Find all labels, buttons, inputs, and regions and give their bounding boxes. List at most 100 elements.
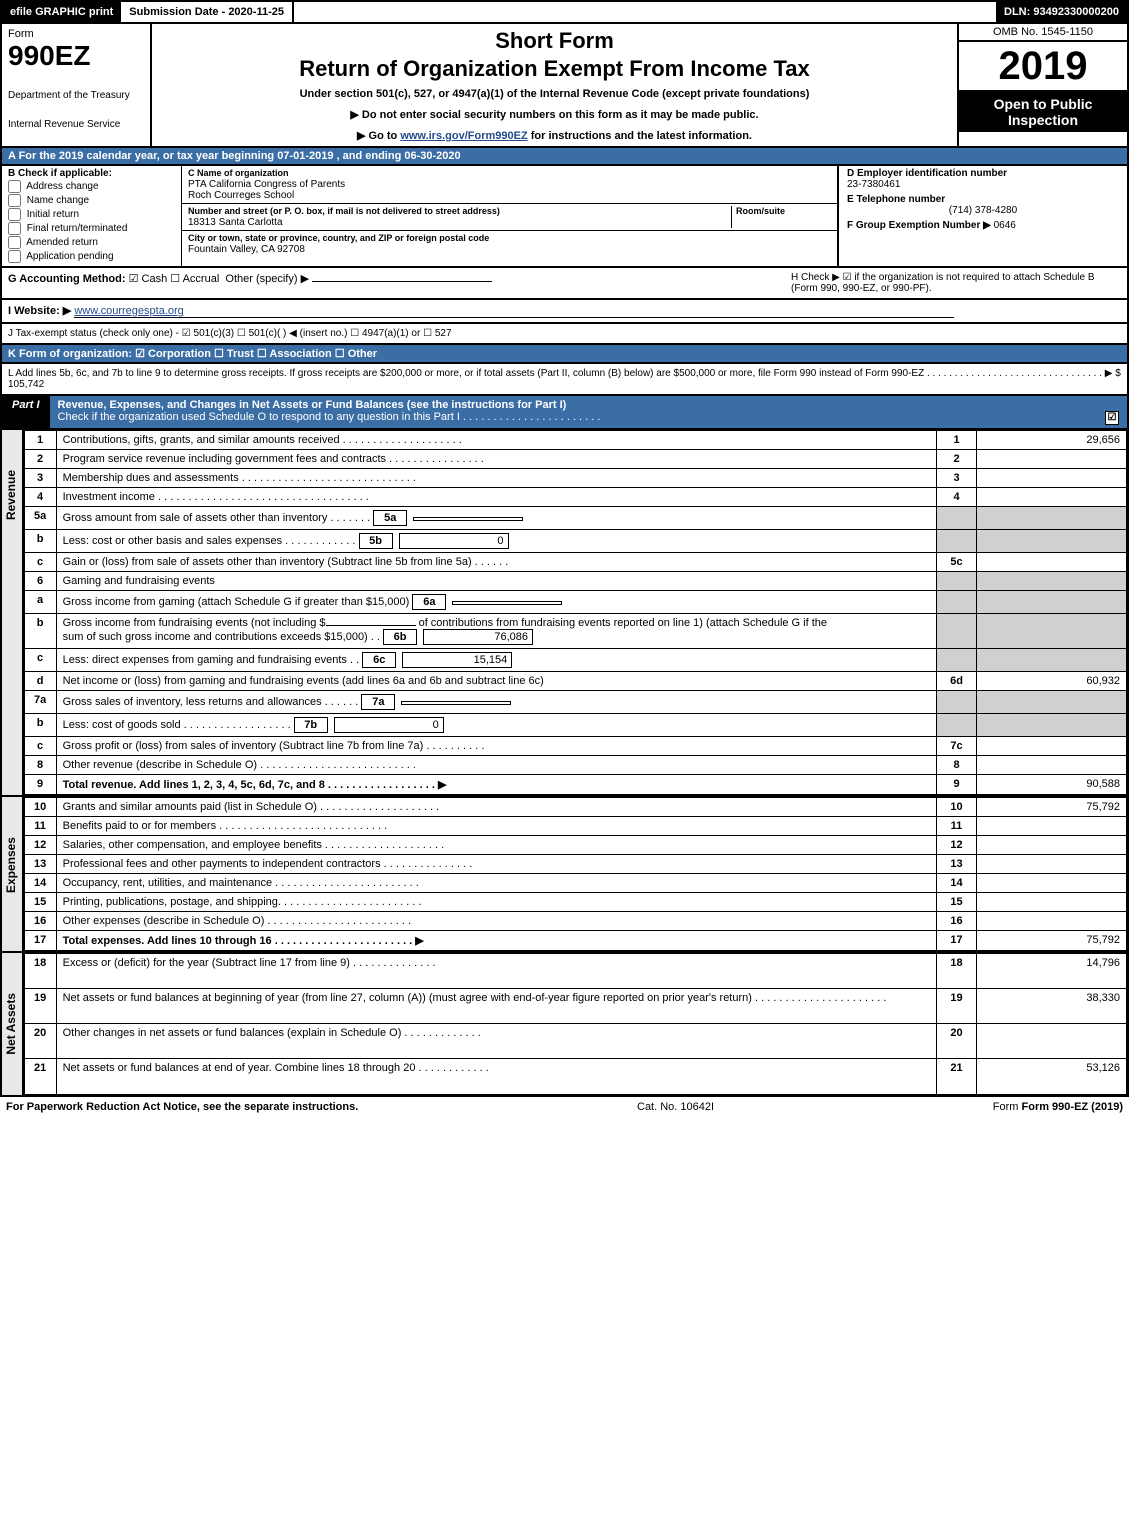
footer-left: For Paperwork Reduction Act Notice, see … bbox=[6, 1101, 358, 1113]
r17-desc: Total expenses. Add lines 10 through 16 … bbox=[63, 935, 424, 947]
r6b-d2: of contributions from fundraising events… bbox=[416, 617, 828, 629]
row-1: 1Contributions, gifts, grants, and simil… bbox=[24, 431, 1126, 450]
r7b-desc: Less: cost of goods sold . . . . . . . .… bbox=[63, 719, 291, 731]
d-label: D Employer identification number bbox=[847, 168, 1119, 179]
r6b-val: 76,086 bbox=[423, 629, 533, 645]
box-d-e-f: D Employer identification number 23-7380… bbox=[837, 166, 1127, 266]
website-value[interactable]: www.courregespta.org bbox=[74, 305, 954, 318]
row-2: 2Program service revenue including gover… bbox=[24, 450, 1126, 469]
row-12: 12Salaries, other compensation, and empl… bbox=[24, 836, 1126, 855]
row-6: 6Gaming and fundraising events bbox=[24, 572, 1126, 591]
r9-desc: Total revenue. Add lines 1, 2, 3, 4, 5c,… bbox=[63, 779, 447, 791]
r6c-val: 15,154 bbox=[402, 652, 512, 668]
goto-note: ▶ Go to www.irs.gov/Form990EZ for instru… bbox=[162, 129, 947, 142]
g-other-blank[interactable] bbox=[312, 281, 492, 282]
chk-pending[interactable]: Application pending bbox=[8, 250, 175, 263]
side-expenses: Expenses bbox=[2, 797, 24, 951]
row-18: 18Excess or (deficit) for the year (Subt… bbox=[24, 954, 1126, 989]
r6b-box: 6b bbox=[383, 629, 417, 645]
e-label: E Telephone number bbox=[847, 194, 1119, 205]
dln-label: DLN: 93492330000200 bbox=[996, 2, 1127, 22]
row-5a: 5aGross amount from sale of assets other… bbox=[24, 507, 1126, 530]
g-cash[interactable]: ☑ Cash bbox=[129, 273, 168, 285]
f-label: F Group Exemption Number bbox=[847, 220, 980, 231]
line-l: L Add lines 5b, 6c, and 7b to line 9 to … bbox=[0, 364, 1129, 396]
part1-title: Revenue, Expenses, and Changes in Net As… bbox=[50, 396, 1127, 428]
row-3: 3Membership dues and assessments . . . .… bbox=[24, 469, 1126, 488]
row-21: 21Net assets or fund balances at end of … bbox=[24, 1059, 1126, 1094]
side-netassets-label: Net Assets bbox=[2, 953, 20, 1095]
chk-name[interactable]: Name change bbox=[8, 194, 175, 207]
part1-checkbox[interactable]: ☑ bbox=[1105, 411, 1119, 425]
row-15: 15Printing, publications, postage, and s… bbox=[24, 893, 1126, 912]
ssn-note: ▶ Do not enter social security numbers o… bbox=[162, 108, 947, 121]
row-7b: bLess: cost of goods sold . . . . . . . … bbox=[24, 714, 1126, 737]
omb-number: OMB No. 1545-1150 bbox=[959, 24, 1127, 42]
row-13: 13Professional fees and other payments t… bbox=[24, 855, 1126, 874]
part1-header: Part I Revenue, Expenses, and Changes in… bbox=[0, 396, 1129, 430]
side-netassets: Net Assets bbox=[2, 953, 24, 1095]
chk-amended[interactable]: Amended return bbox=[8, 236, 175, 249]
chk-initial[interactable]: Initial return bbox=[8, 208, 175, 221]
chk-address[interactable]: Address change bbox=[8, 180, 175, 193]
efile-label[interactable]: efile GRAPHIC print bbox=[2, 2, 121, 22]
footer-right-text: Form 990-EZ (2019) bbox=[1022, 1101, 1123, 1113]
r7a-desc: Gross sales of inventory, less returns a… bbox=[63, 696, 359, 708]
under-section: Under section 501(c), 527, or 4947(a)(1)… bbox=[162, 88, 947, 100]
line-i: I Website: ▶ www.courregespta.org bbox=[0, 300, 1129, 324]
row-6a: aGross income from gaming (attach Schedu… bbox=[24, 591, 1126, 614]
row-7a: 7aGross sales of inventory, less returns… bbox=[24, 691, 1126, 714]
org-name-1: PTA California Congress of Parents bbox=[188, 179, 345, 190]
side-revenue: Revenue bbox=[2, 430, 24, 795]
header-left: Form 990EZ Department of the Treasury In… bbox=[2, 24, 152, 146]
open-to-public: Open to Public Inspection bbox=[959, 92, 1127, 132]
irs-label: Internal Revenue Service bbox=[8, 119, 144, 130]
g-accrual[interactable]: ☐ Accrual bbox=[170, 273, 219, 285]
side-expenses-label: Expenses bbox=[2, 797, 20, 933]
r5a-desc: Gross amount from sale of assets other t… bbox=[63, 512, 371, 524]
r6a-desc: Gross income from gaming (attach Schedul… bbox=[63, 596, 410, 608]
r6a-val bbox=[452, 601, 562, 605]
treasury-label: Department of the Treasury bbox=[8, 90, 144, 101]
box-b-title: B Check if applicable: bbox=[8, 168, 112, 179]
ein-value: 23-7380461 bbox=[847, 179, 1119, 190]
form-word: Form bbox=[8, 28, 144, 40]
street-value: 18313 Santa Carlotta bbox=[188, 217, 283, 228]
r6b-d3: sum of such gross income and contributio… bbox=[63, 631, 380, 643]
revenue-table: 1Contributions, gifts, grants, and simil… bbox=[24, 430, 1127, 795]
r7a-box: 7a bbox=[361, 694, 395, 710]
entity-block: B Check if applicable: Address change Na… bbox=[0, 166, 1129, 268]
i-label: I Website: ▶ bbox=[8, 305, 71, 317]
phone-value: (714) 378-4280 bbox=[847, 205, 1119, 216]
expenses-block: Expenses 10Grants and similar amounts pa… bbox=[0, 797, 1129, 953]
r5b-box: 5b bbox=[359, 533, 393, 549]
netassets-block: Net Assets 18Excess or (deficit) for the… bbox=[0, 953, 1129, 1097]
r5a-val bbox=[413, 517, 523, 521]
row-14: 14Occupancy, rent, utilities, and mainte… bbox=[24, 874, 1126, 893]
city-label: City or town, state or province, country… bbox=[188, 233, 489, 243]
f-row: F Group Exemption Number ▶ 0646 bbox=[847, 220, 1119, 231]
row-8: 8Other revenue (describe in Schedule O) … bbox=[24, 756, 1126, 775]
row-11: 11Benefits paid to or for members . . . … bbox=[24, 817, 1126, 836]
row-4: 4Investment income . . . . . . . . . . .… bbox=[24, 488, 1126, 507]
chk-final[interactable]: Final return/terminated bbox=[8, 222, 175, 235]
irs-link[interactable]: www.irs.gov/Form990EZ bbox=[400, 130, 527, 142]
row-6d: dNet income or (loss) from gaming and fu… bbox=[24, 672, 1126, 691]
city-cell: City or town, state or province, country… bbox=[182, 231, 837, 257]
submission-date: Submission Date - 2020-11-25 bbox=[121, 2, 294, 22]
r6b-blank[interactable] bbox=[326, 625, 416, 626]
short-form-label: Short Form bbox=[162, 28, 947, 54]
row-16: 16Other expenses (describe in Schedule O… bbox=[24, 912, 1126, 931]
row-17: 17Total expenses. Add lines 10 through 1… bbox=[24, 931, 1126, 951]
header-right: OMB No. 1545-1150 2019 Open to Public In… bbox=[957, 24, 1127, 146]
f-arrow: ▶ bbox=[983, 220, 991, 231]
r7b-box: 7b bbox=[294, 717, 328, 733]
goto-post: for instructions and the latest informat… bbox=[528, 130, 752, 142]
r6c-desc: Less: direct expenses from gaming and fu… bbox=[63, 654, 360, 666]
r5b-desc: Less: cost or other basis and sales expe… bbox=[63, 535, 356, 547]
part1-check-line: Check if the organization used Schedule … bbox=[58, 411, 601, 423]
line-k: K Form of organization: ☑ Corporation ☐ … bbox=[0, 345, 1129, 364]
topbar-spacer bbox=[294, 2, 996, 22]
row-5b: bLess: cost or other basis and sales exp… bbox=[24, 530, 1126, 553]
org-name-2: Roch Courreges School bbox=[188, 190, 294, 201]
